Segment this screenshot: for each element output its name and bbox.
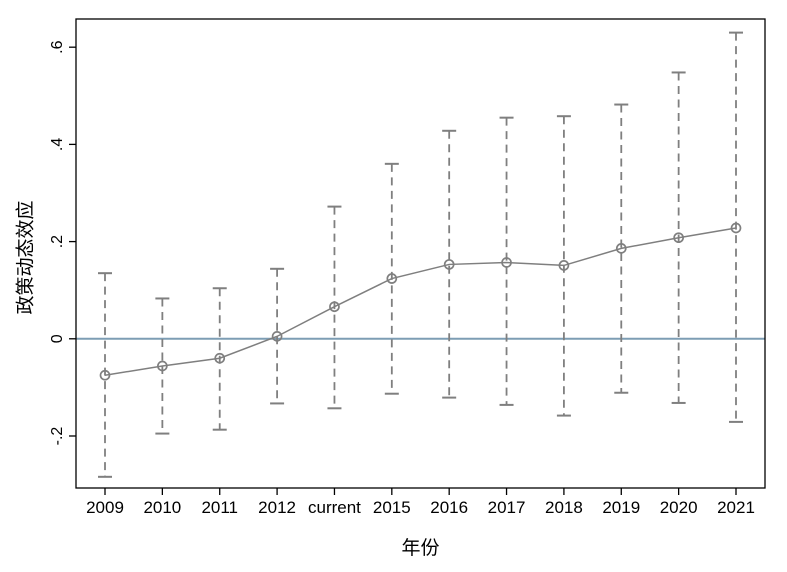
plot-frame-group bbox=[75, 18, 766, 489]
x-axis: 2009 2010 2011 2012 current 2015 2016 2017 2018 2… bbox=[86, 488, 755, 517]
x-tick-label: 2009 bbox=[86, 498, 124, 517]
data-point-marker bbox=[386, 273, 398, 284]
y-tick-label: -.2 bbox=[49, 427, 66, 446]
data-point-marker bbox=[730, 222, 742, 234]
data-point-marker bbox=[443, 259, 455, 270]
x-tick-label: 2021 bbox=[717, 498, 755, 517]
y-tick-label: .6 bbox=[49, 40, 66, 53]
x-axis-title: 年份 bbox=[401, 538, 440, 559]
estimate-line bbox=[104, 227, 737, 376]
y-tick-label: .2 bbox=[49, 235, 66, 248]
x-tick-label: 2020 bbox=[660, 498, 698, 517]
data-point-marker bbox=[271, 331, 283, 342]
y-axis-title: 政策动态效应 bbox=[15, 200, 37, 315]
x-tick-label: 2010 bbox=[143, 498, 181, 517]
data-point-marker bbox=[615, 243, 627, 254]
estimate-markers bbox=[99, 222, 742, 381]
estimate-line-group bbox=[104, 227, 737, 376]
x-tick-label: 2011 bbox=[201, 498, 238, 517]
data-point-marker bbox=[329, 301, 340, 313]
x-tick-label: 2017 bbox=[488, 498, 526, 517]
x-tick-label: current bbox=[308, 498, 361, 517]
y-tick-label: .4 bbox=[49, 138, 66, 151]
data-point-marker bbox=[214, 352, 226, 364]
data-point-marker bbox=[558, 260, 570, 271]
y-tick-label: 0 bbox=[49, 334, 66, 343]
y-axis: -.2 0 .2 .4 .6 bbox=[49, 40, 76, 445]
x-tick-label: 2016 bbox=[430, 498, 468, 517]
data-point-marker bbox=[157, 360, 168, 372]
data-point-marker bbox=[501, 257, 512, 268]
x-tick-label: 2018 bbox=[545, 498, 583, 517]
x-tick-label: 2012 bbox=[258, 498, 296, 517]
plot-frame bbox=[75, 18, 766, 489]
data-point-marker bbox=[99, 369, 111, 381]
x-tick-label: 2019 bbox=[602, 498, 640, 517]
x-tick-label: 2015 bbox=[373, 498, 411, 517]
data-point-marker bbox=[673, 232, 684, 244]
confidence-interval-whiskers bbox=[98, 31, 743, 478]
